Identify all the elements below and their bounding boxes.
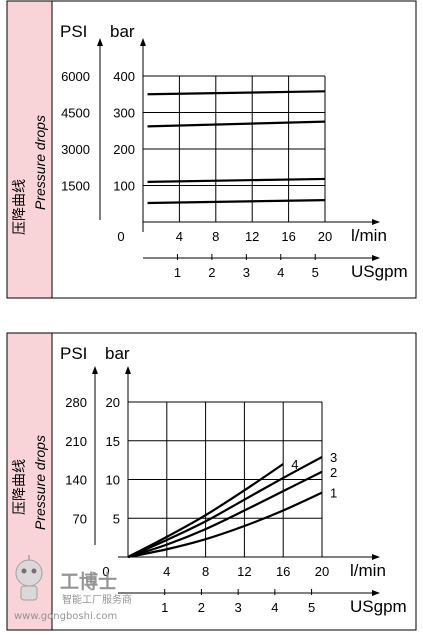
panel-1-bar-axis-arrow: [140, 38, 146, 46]
panel-2-band-label-zh: 压降曲线: [12, 459, 28, 515]
panel-2-x-tick-label: 0: [102, 564, 109, 579]
panel-2-usgpm-unit: USgpm: [350, 597, 407, 616]
panel-1-grid: [142, 75, 326, 222]
panel-1-usgpm-axis-arrow: [372, 255, 380, 261]
watermark-tagline: 智能工厂服务商: [62, 593, 132, 606]
panel-1-x-tick-label: 4: [176, 229, 183, 244]
watermark-url: www.gongboshi.com: [14, 611, 117, 622]
panel-1-tick-labels: 0 4 8 12 16 201 2 3 4 540060003004500200300010015…: [61, 69, 332, 280]
panel-1-x-tick-label: 20: [318, 229, 332, 244]
panel-2-psi-unit: PSI: [60, 344, 87, 363]
watermark: 工博士 智能工厂服务商 www.gongboshi.com: [14, 555, 132, 622]
panel-1-usgpm-unit: USgpm: [351, 262, 408, 281]
panel-1-bar-tick-label: 400: [113, 69, 135, 84]
panel-1-bar-tick-label: 200: [113, 142, 135, 157]
panel-1-bar-tick-label: 300: [113, 106, 135, 121]
panel-2-x-tick-label: 4: [163, 564, 170, 579]
panel-2-usgpm-axis-arrow: [372, 590, 380, 596]
panel-2-band-label-en: Pressure drops: [32, 435, 48, 530]
panel-2-x-tick-label: 16: [276, 564, 290, 579]
panel-2-series-line: [127, 491, 323, 559]
panel-2-psi-axis-arrow: [92, 366, 98, 374]
panel-2-lmin-unit: l/min: [350, 561, 386, 580]
panel-1-psi-axis-arrow: [97, 38, 103, 46]
panel-2-series-label: 3: [330, 450, 337, 465]
panel-2-series-line: [127, 456, 323, 559]
panel-2-curves: 1 23 4: [127, 450, 337, 559]
panel-1-lmin-unit: l/min: [351, 226, 387, 245]
chart-panel-1: 压降曲线 Pressure drops PSI bar 0 4 8 12 16 201 2 3…: [6, 0, 417, 299]
panel-2-x-tick-label: 20: [315, 564, 329, 579]
panel-2-x-tick-label: 12: [237, 564, 251, 579]
panel-2-series-label: 1: [330, 486, 337, 501]
panel-2-bar-tick-label: 15: [106, 434, 120, 449]
panel-2-x2-tick-label: 5: [308, 600, 315, 615]
panel-2-x2-tick-label: 1: [161, 600, 168, 615]
panel-1-x2-tick-label: 4: [277, 265, 284, 280]
panel-1-series-line: [147, 177, 326, 183]
panel-2-psi-tick-label: 70: [73, 511, 87, 526]
panel-2-series-label: 2: [330, 465, 337, 480]
panel-2-x2-tick-label: 4: [271, 600, 278, 615]
panel-2-psi-tick-label: 210: [65, 434, 87, 449]
panel-2-series-line: [127, 463, 284, 558]
panel-1-side-band: [6, 0, 53, 299]
panel-1-bar-tick-label: 100: [113, 179, 135, 194]
panel-2-bar-tick-label: 20: [106, 395, 120, 410]
panel-1-x-tick-label: 8: [212, 229, 219, 244]
panel-1-psi-tick-label: 1500: [61, 179, 90, 194]
panel-2-series-line: [127, 470, 323, 559]
panel-1-curves: [147, 90, 326, 205]
panel-2-bar-unit: bar: [105, 344, 130, 363]
panel-1-x2-tick-label: 1: [174, 265, 181, 280]
panel-1-x2-tick-label: 3: [243, 265, 250, 280]
panel-2-psi-tick-label: 140: [65, 473, 87, 488]
panel-2-x-tick-label: 8: [202, 564, 209, 579]
panel-2-side-band: [6, 332, 53, 631]
panel-1-x2-tick-label: 5: [312, 265, 319, 280]
panel-1-series-line: [147, 120, 326, 128]
panel-1-x-tick-label: 12: [245, 229, 259, 244]
panel-1-psi-unit: PSI: [60, 22, 87, 41]
panel-2-lmin-axis-arrow: [372, 554, 380, 560]
panel-2-bar-tick-label: 5: [113, 511, 120, 526]
panel-2-x2-tick-label: 2: [198, 600, 205, 615]
watermark-robot-icon: [15, 555, 43, 601]
panel-1-psi-tick-label: 6000: [61, 69, 90, 84]
watermark-brand: 工博士: [60, 570, 117, 593]
panel-1-band-label-en: Pressure drops: [32, 115, 48, 210]
panel-2-bar-axis-arrow: [125, 366, 131, 374]
panel-2-bar-tick-label: 10: [106, 473, 120, 488]
panel-2-grid: [127, 401, 323, 557]
panel-1-bar-unit: bar: [110, 22, 135, 41]
panel-1-x-tick-label: 0: [117, 229, 124, 244]
panel-1-psi-tick-label: 4500: [61, 106, 90, 121]
panel-1-psi-tick-label: 3000: [61, 142, 90, 157]
panel-2-psi-tick-label: 280: [65, 395, 87, 410]
panel-1-x-tick-label: 16: [281, 229, 295, 244]
panel-2-x2-tick-label: 3: [235, 600, 242, 615]
panel-1-band-label-zh: 压降曲线: [12, 179, 28, 235]
panel-1-lmin-axis-arrow: [372, 219, 380, 225]
panel-2-series-label: 4: [291, 457, 298, 472]
panel-1-series-line: [147, 90, 326, 96]
panel-1-x2-tick-label: 2: [208, 265, 215, 280]
panel-1-series-line: [147, 199, 326, 205]
